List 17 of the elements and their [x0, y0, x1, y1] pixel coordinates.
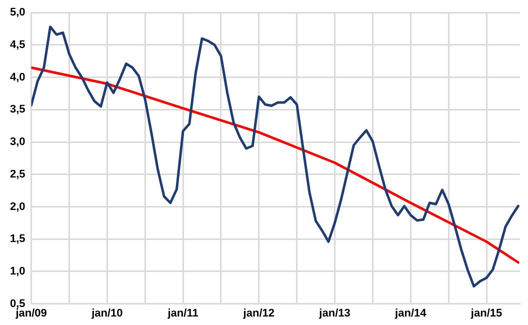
y-tick-label: 2,0 [10, 200, 26, 213]
x-tick-label: jan/15 [470, 307, 502, 320]
y-tick-label: 4,5 [10, 38, 26, 51]
y-tick-label: 1,0 [10, 265, 26, 278]
y-tick-label: 2,5 [10, 168, 26, 180]
y-tick-label: 1,5 [10, 233, 26, 246]
y-tick-label: 3,0 [10, 136, 26, 148]
x-tick-label: jan/11 [166, 307, 198, 320]
y-tick-label: 0,5 [10, 298, 26, 310]
x-tick-label: jan/09 [14, 307, 47, 320]
x-tick-label: jan/14 [394, 307, 428, 320]
x-tick-label: jan/13 [318, 307, 350, 320]
x-tick-label: jan/12 [242, 307, 274, 320]
x-tick-label: jan/10 [90, 307, 123, 320]
y-tick-label: 3,5 [10, 104, 26, 116]
y-tick-label: 5,0 [10, 6, 26, 19]
y-tick-label: 4,0 [10, 71, 26, 84]
